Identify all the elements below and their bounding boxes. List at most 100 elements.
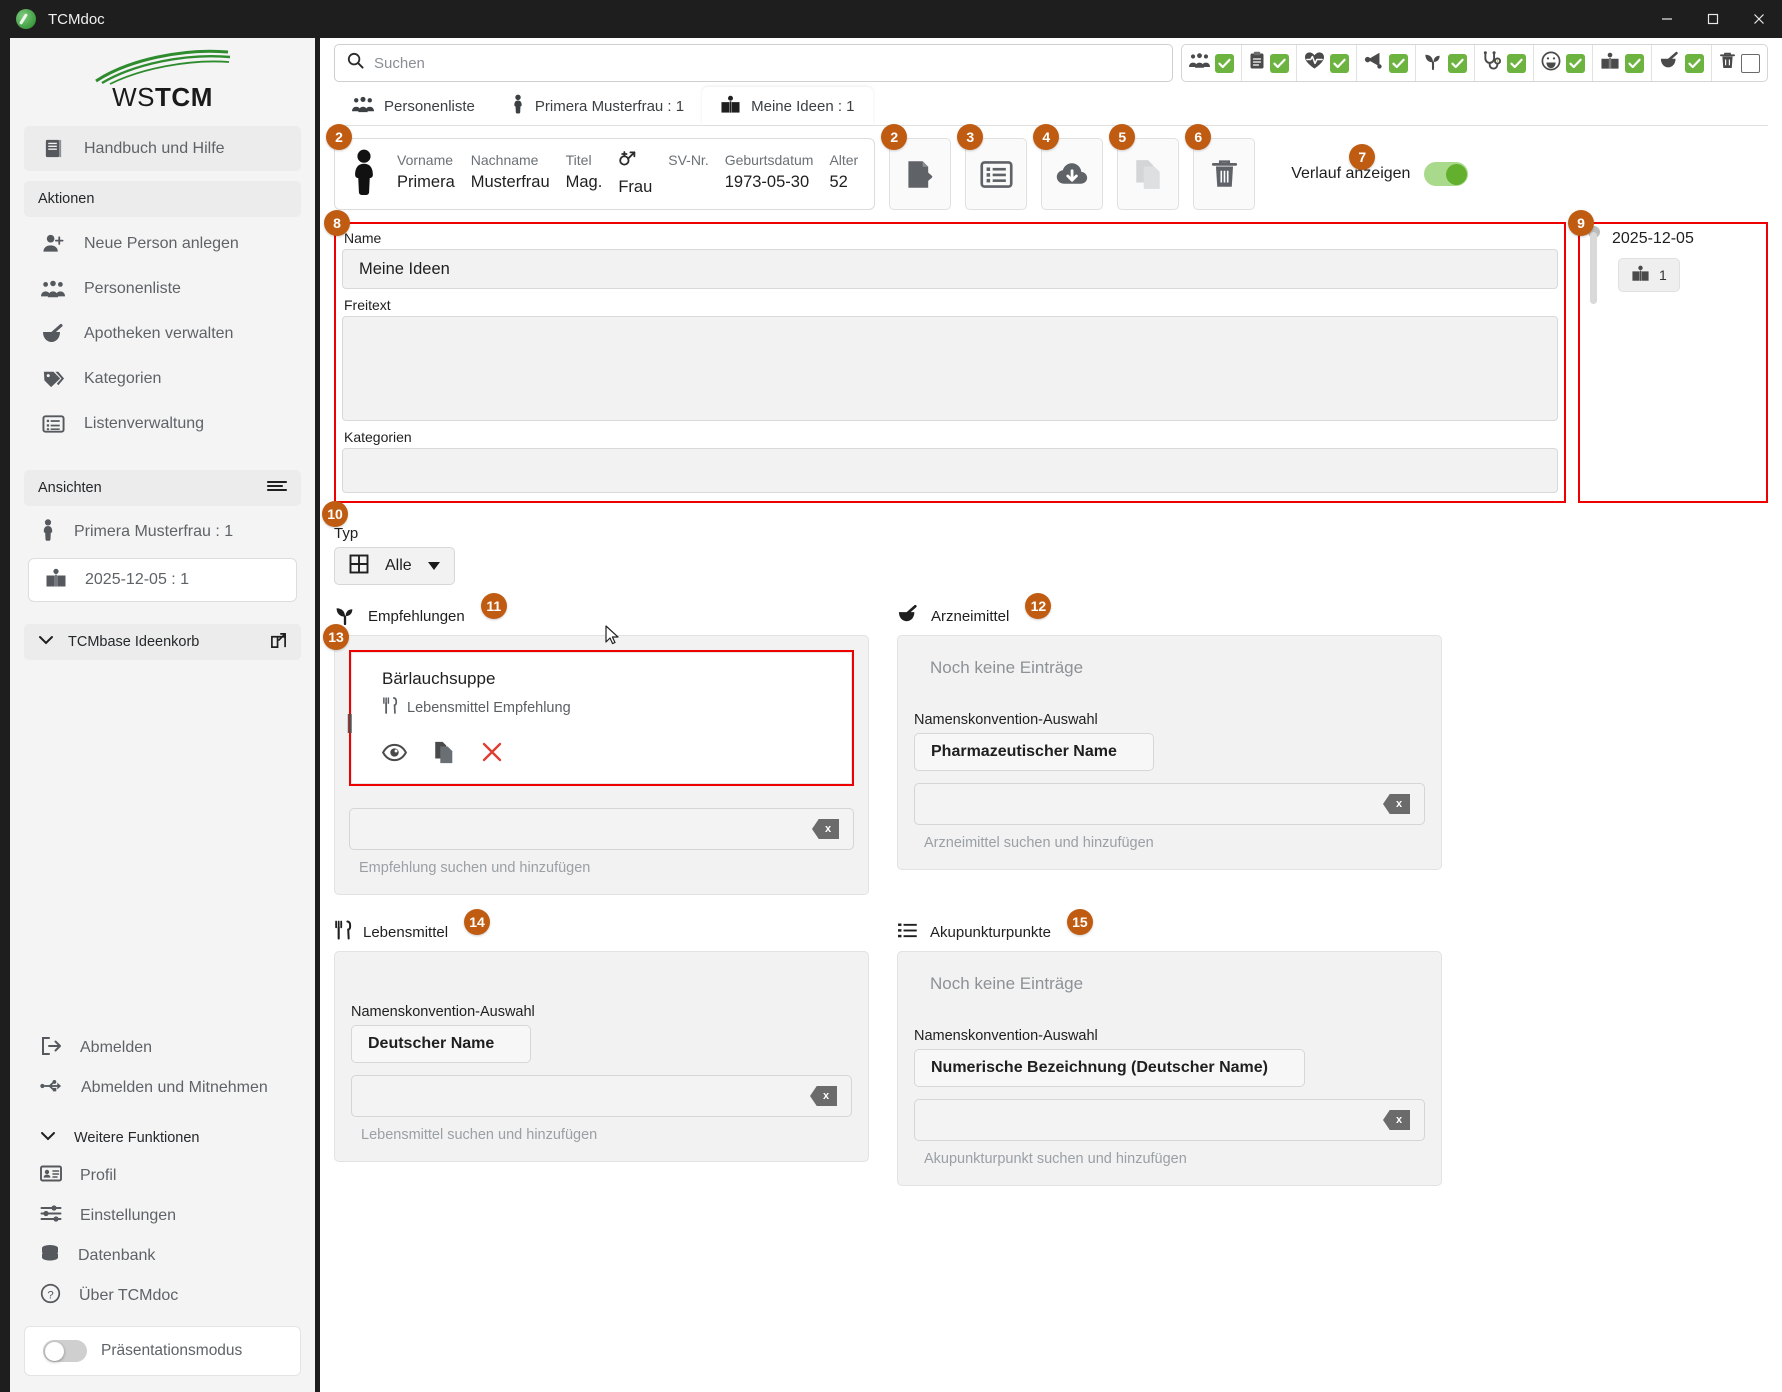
checkbox-checked-icon[interactable] <box>1215 53 1234 73</box>
sidebar-item-abmelden-mitnehmen[interactable]: Abmelden und Mitnehmen <box>24 1068 301 1108</box>
sidebar-item-datenbank[interactable]: Datenbank <box>24 1236 301 1276</box>
copy-pages-icon[interactable] <box>1117 138 1180 210</box>
convention-value: Pharmazeutischer Name <box>931 743 1117 760</box>
backspace-icon[interactable]: x <box>812 819 839 839</box>
sidebar-weitere-funktionen[interactable]: Weitere Funktionen <box>24 1120 301 1156</box>
filter-acupuncture-group[interactable] <box>1357 45 1416 81</box>
minimize-icon[interactable] <box>1644 0 1690 38</box>
backspace-icon[interactable]: x <box>1383 794 1410 814</box>
presentation-mode-toggle[interactable] <box>43 1340 87 1362</box>
filter-clipboard-group[interactable] <box>1242 45 1297 81</box>
history-toggle-switch[interactable] <box>1424 162 1469 186</box>
sort-lines-icon[interactable] <box>266 479 288 497</box>
tab-personenliste[interactable]: Personenliste <box>334 87 493 125</box>
history-entry-chip[interactable]: 1 <box>1618 258 1680 292</box>
checkbox-checked-icon[interactable] <box>1507 53 1526 73</box>
checkbox-unchecked-icon[interactable] <box>1741 53 1760 73</box>
cloud-download-icon[interactable] <box>1041 138 1104 210</box>
sidebar-view-primera-musterfrau[interactable]: Primera Musterfrau : 1 <box>24 510 301 554</box>
step-badge-12: 12 <box>1025 593 1052 619</box>
kategorien-input[interactable] <box>342 448 1558 493</box>
field-value: Frau <box>618 177 653 196</box>
sidebar-view-2025-12-05[interactable]: 2025-12-05 : 1 <box>28 558 297 602</box>
timeline-bar[interactable] <box>1590 232 1597 304</box>
akupunkturpunkte-search-input[interactable]: x <box>914 1099 1425 1141</box>
filter-heart-pulse-group[interactable] <box>1297 45 1357 81</box>
field-header: Vorname <box>397 151 454 168</box>
freitext-textarea[interactable] <box>342 316 1558 421</box>
checkbox-checked-icon[interactable] <box>1270 53 1289 73</box>
search-input[interactable]: Suchen <box>334 44 1173 82</box>
panel-lebensmittel: Lebensmittel 14 Namenskonvention-Auswahl… <box>334 909 869 1186</box>
tab-primera-musterfrau[interactable]: Primera Musterfrau : 1 <box>493 87 702 125</box>
checkbox-checked-icon[interactable] <box>1685 53 1704 73</box>
checkbox-checked-icon[interactable] <box>1566 53 1585 73</box>
panel-empfehlungen-title: Empfehlungen 11 <box>334 593 869 629</box>
sidebar-item-label: Listenverwaltung <box>84 414 205 432</box>
sidebar-ideenkorb-row[interactable]: TCMbase Ideenkorb <box>24 624 301 660</box>
open-book-icon <box>45 568 67 593</box>
drag-handle-icon[interactable]: || <box>346 712 353 734</box>
lebensmittel-search-hint: Lebensmittel suchen und hinzufügen <box>361 1127 598 1143</box>
field-header: Geburtsdatum <box>724 151 814 168</box>
checkbox-checked-icon[interactable] <box>1625 53 1644 73</box>
backspace-icon[interactable]: x <box>810 1086 837 1106</box>
tab-meine-ideen[interactable]: Meine Ideen : 1 <box>702 87 873 125</box>
person-header-row: 2 Vorname Primera Nachname Musterfrau T <box>326 124 1768 210</box>
empfehlung-search-input[interactable]: x <box>349 808 854 850</box>
panel-arzneimittel-body: Noch keine Einträge Namenskonvention-Aus… <box>897 635 1442 870</box>
backspace-icon[interactable]: x <box>1383 1110 1410 1130</box>
typ-select[interactable]: Alle <box>334 547 455 585</box>
sidebar-item-neue-person-anlegen[interactable]: Neue Person anlegen <box>24 221 301 266</box>
arzneimittel-search-input[interactable]: x <box>914 783 1425 825</box>
sidebar-item-profil[interactable]: Profil <box>24 1156 301 1196</box>
sidebar-item-personenliste[interactable]: Personenliste <box>24 266 301 311</box>
question-circle-icon: ? <box>40 1283 61 1309</box>
sidebar-item-kategorien[interactable]: Kategorien <box>24 356 301 401</box>
presentation-mode-card[interactable]: Präsentationsmodus <box>24 1326 301 1376</box>
recommendation-card[interactable]: || Bärlauchsuppe Lebensmittel Empfehlung <box>346 652 852 784</box>
checkbox-checked-icon[interactable] <box>1448 53 1467 73</box>
filter-sprout-group[interactable] <box>1416 45 1475 81</box>
recommendation-subtitle-row: Lebensmittel Empfehlung <box>382 697 831 718</box>
sidebar-item-label: Apotheken verwalten <box>84 324 234 342</box>
checkbox-checked-icon[interactable] <box>1330 53 1349 73</box>
arzneimittel-convention-select[interactable]: Pharmazeutischer Name <box>914 733 1154 771</box>
checkbox-checked-icon[interactable] <box>1389 53 1408 73</box>
person-summary-card[interactable]: Vorname Primera Nachname Musterfrau Tite… <box>334 138 876 210</box>
akupunkturpunkte-convention-select[interactable]: Numerische Bezeichnung (Deutscher Name) <box>914 1049 1305 1087</box>
sidebar-item-ueber-tcmdoc[interactable]: ? Über TCMdoc <box>24 1276 301 1316</box>
maximize-icon[interactable] <box>1690 0 1736 38</box>
name-input[interactable]: Meine Ideen <box>342 249 1558 289</box>
export-document-icon[interactable] <box>889 138 952 210</box>
filter-people-group[interactable] <box>1182 45 1242 81</box>
list-view-icon[interactable] <box>965 138 1028 210</box>
lebensmittel-search-input[interactable]: x <box>351 1075 852 1117</box>
lebensmittel-convention-select[interactable]: Deutscher Name <box>351 1025 532 1063</box>
lebensmittel-convention-label: Namenskonvention-Auswahl <box>351 1004 535 1020</box>
close-icon[interactable] <box>1736 0 1782 38</box>
trash-icon[interactable] <box>1193 138 1256 210</box>
recommendation-actions <box>381 740 831 769</box>
filter-trash-group[interactable] <box>1712 45 1767 81</box>
caret-down-icon[interactable] <box>427 562 440 570</box>
filter-stethoscope-group[interactable] <box>1475 45 1534 81</box>
filter-mortar-pestle-group[interactable] <box>1652 45 1712 81</box>
remove-x-icon[interactable] <box>481 741 503 768</box>
person-field-alter: Alter 52 <box>829 150 858 199</box>
sidebar-item-abmelden[interactable]: Abmelden <box>24 1028 301 1068</box>
sidebar-item-einstellungen[interactable]: Einstellungen <box>24 1196 301 1236</box>
filter-tongue-face-group[interactable] <box>1534 45 1593 81</box>
step-badge-10: 10 <box>322 501 348 527</box>
sidebar-item-apotheken-verwalten[interactable]: Apotheken verwalten <box>24 311 301 356</box>
sidebar-item-listenverwaltung[interactable]: Listenverwaltung <box>24 401 301 446</box>
copy-icon[interactable] <box>433 740 455 769</box>
filter-open-book-group[interactable] <box>1593 45 1652 81</box>
sidebar-item-handbuch[interactable]: Handbuch und Hilfe <box>24 126 301 171</box>
chevron-down-icon[interactable] <box>40 1130 56 1146</box>
eye-icon[interactable] <box>381 743 408 767</box>
sliders-icon <box>40 1204 62 1228</box>
chevron-down-icon[interactable] <box>38 634 54 650</box>
external-link-icon[interactable] <box>270 632 287 653</box>
tab-bar: Personenliste Primera Musterfrau : 1 Mei… <box>334 87 1768 126</box>
